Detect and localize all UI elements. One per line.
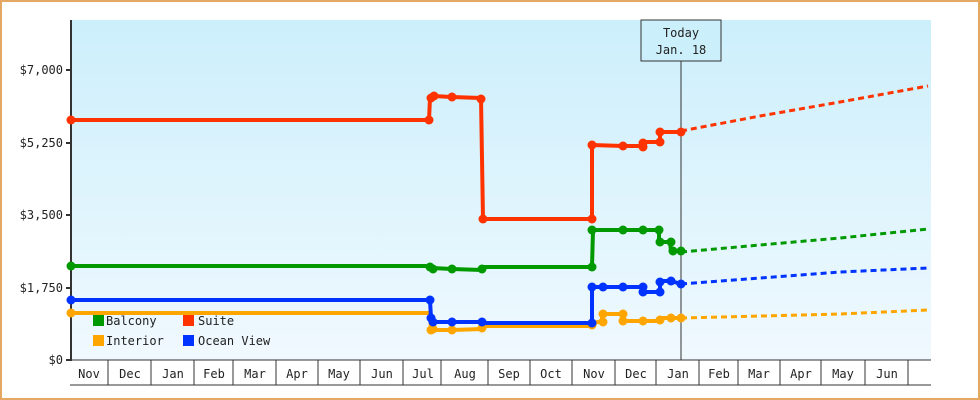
legend-item-ocean-view[interactable]: Ocean View xyxy=(183,334,271,348)
legend-swatch xyxy=(93,315,104,326)
x-tick-label: Feb xyxy=(203,367,225,381)
x-tick-label: Jul xyxy=(412,367,434,381)
x-tick-label: Aug xyxy=(454,367,476,381)
legend-swatch xyxy=(183,335,194,346)
price-projections xyxy=(680,84,929,320)
legend-item-interior[interactable]: Interior xyxy=(93,334,164,348)
plot-area xyxy=(71,20,931,360)
balcony-projection xyxy=(680,227,929,254)
x-tick-label: Jun xyxy=(876,367,898,381)
suite-projection xyxy=(680,84,929,133)
today-date: Jan. 18 xyxy=(656,43,707,57)
x-tick-label: Jun xyxy=(371,367,393,381)
x-tick-label: Apr xyxy=(286,367,308,381)
legend-swatch xyxy=(183,315,194,326)
legend-label: Balcony xyxy=(106,314,157,328)
y-tick-label: $1,750 xyxy=(20,281,63,295)
legend-item-balcony[interactable]: Balcony xyxy=(93,314,157,328)
x-tick-label: Dec xyxy=(119,367,141,381)
legend-item-suite[interactable]: Suite xyxy=(183,314,234,328)
interior-projection xyxy=(680,308,929,320)
x-tick-label: Jan xyxy=(667,367,689,381)
x-tick-label: Nov xyxy=(78,367,100,381)
series-balcony xyxy=(66,225,686,274)
today-label: Today xyxy=(663,26,699,40)
chart-legend: Balcony Suite Interior Ocean View xyxy=(93,314,271,348)
ocean-view-projection xyxy=(680,266,929,286)
x-tick-label: Dec xyxy=(625,367,647,381)
legend-label: Ocean View xyxy=(198,334,271,348)
y-axis-ticks: $7,000 $5,250 $3,500 $1,750 $0 xyxy=(20,63,71,367)
y-tick-label: $3,500 xyxy=(20,208,63,222)
x-tick-label: Oct xyxy=(540,367,562,381)
x-tick-label: Sep xyxy=(498,367,520,381)
series-ocean-view xyxy=(66,276,686,328)
x-tick-label: Nov xyxy=(583,367,605,381)
x-tick-label: Mar xyxy=(748,367,770,381)
y-tick-label: $0 xyxy=(49,353,63,367)
x-axis-month-strip: Nov Dec Jan Feb Mar Apr May Jun Jul Aug … xyxy=(70,360,931,386)
x-tick-label: Feb xyxy=(708,367,730,381)
y-tick-label: $5,250 xyxy=(20,136,63,150)
series-suite xyxy=(66,91,686,224)
x-tick-label: Jan xyxy=(162,367,184,381)
legend-swatch xyxy=(93,335,104,346)
y-tick-label: $7,000 xyxy=(20,63,63,77)
today-marker: Today Jan. 18 xyxy=(640,19,722,360)
x-tick-label: Mar xyxy=(244,367,266,381)
legend-label: Interior xyxy=(106,334,164,348)
x-tick-label: Apr xyxy=(790,367,812,381)
x-tick-label: May xyxy=(832,367,854,381)
legend-label: Suite xyxy=(198,314,234,328)
x-tick-label: May xyxy=(328,367,350,381)
